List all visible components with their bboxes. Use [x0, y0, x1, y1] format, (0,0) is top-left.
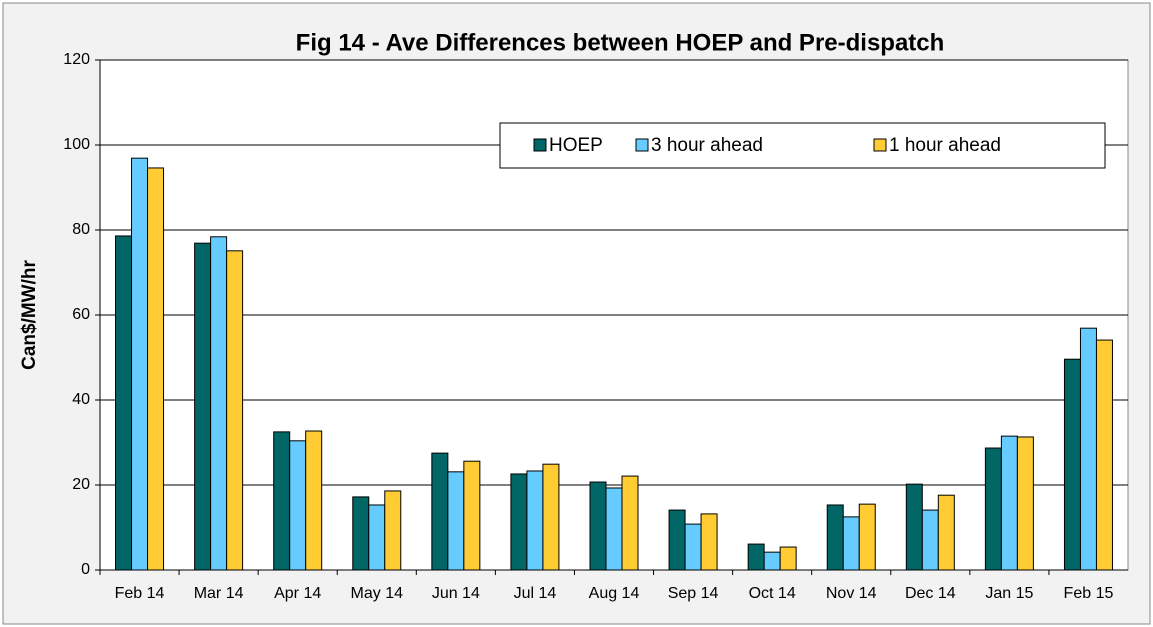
legend-label: HOEP	[549, 135, 603, 156]
x-tick-label: Mar 14	[194, 585, 244, 602]
x-tick-label: Feb 14	[115, 585, 165, 602]
legend-swatch	[873, 138, 887, 152]
x-tick-label: Dec 14	[905, 585, 956, 602]
bar	[210, 236, 228, 571]
bar	[763, 551, 781, 571]
bar	[147, 167, 165, 571]
bar	[431, 452, 449, 571]
y-tick-label: 80	[72, 221, 90, 238]
bar	[1063, 358, 1081, 571]
legend-swatch	[533, 138, 547, 152]
bar	[273, 431, 291, 571]
bar	[779, 546, 797, 571]
y-tick-label: 100	[63, 136, 90, 153]
bar	[921, 509, 939, 571]
x-tick-label: May 14	[351, 585, 404, 602]
x-tick-label: Jun 14	[432, 585, 480, 602]
y-tick-label: 0	[81, 561, 90, 578]
chart-title: Fig 14 - Ave Differences between HOEP an…	[296, 29, 945, 56]
bar	[1000, 435, 1018, 571]
bar	[384, 490, 402, 571]
legend-label: 3 hour ahead	[651, 135, 763, 156]
bar	[842, 516, 860, 571]
y-tick-label: 40	[72, 391, 90, 408]
bar	[1095, 339, 1113, 571]
bar	[226, 250, 244, 571]
bar	[700, 513, 718, 571]
bar	[115, 235, 133, 571]
bar	[131, 157, 149, 571]
bar	[858, 503, 876, 571]
x-tick-label: Jan 15	[985, 585, 1033, 602]
bar	[747, 543, 765, 571]
bar	[826, 504, 844, 571]
bar	[352, 496, 370, 571]
bar	[1016, 436, 1034, 571]
bar	[305, 430, 323, 571]
legend-swatch	[635, 138, 649, 152]
x-tick-label: Jul 14	[514, 585, 557, 602]
bar	[605, 487, 623, 571]
legend-box	[499, 122, 1106, 169]
bar	[526, 470, 544, 571]
bar	[668, 509, 686, 571]
bar	[463, 460, 481, 571]
x-tick-label: Feb 15	[1064, 585, 1114, 602]
bar	[621, 475, 639, 571]
bar	[368, 504, 386, 571]
x-tick-label: Nov 14	[826, 585, 877, 602]
y-axis-label: Can$/MW/hr	[19, 260, 40, 370]
x-tick-label: Aug 14	[589, 585, 640, 602]
bar	[684, 523, 702, 571]
bar	[447, 471, 465, 571]
bar	[905, 483, 923, 571]
bar	[589, 481, 607, 571]
bar	[937, 494, 955, 571]
y-tick-label: 120	[63, 51, 90, 68]
bar	[194, 242, 212, 571]
y-tick-label: 20	[72, 476, 90, 493]
bar	[542, 463, 560, 571]
x-tick-label: Apr 14	[274, 585, 321, 602]
bar	[1079, 327, 1097, 571]
bar	[984, 447, 1002, 571]
x-tick-label: Oct 14	[749, 585, 796, 602]
bar	[510, 473, 528, 571]
x-tick-label: Sep 14	[668, 585, 719, 602]
bar	[289, 440, 307, 571]
legend-label: 1 hour ahead	[889, 135, 1001, 156]
y-tick-label: 60	[72, 306, 90, 323]
